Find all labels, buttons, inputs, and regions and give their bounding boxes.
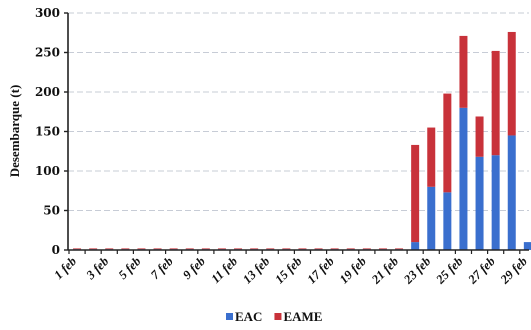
bar-eame bbox=[169, 248, 178, 250]
bar-eac bbox=[523, 242, 531, 250]
y-tick-label: 150 bbox=[35, 125, 60, 139]
bar-eame bbox=[266, 248, 275, 250]
x-tick-label: 9 feb bbox=[180, 254, 208, 282]
y-tick-label: 0 bbox=[52, 243, 60, 257]
bar-eame bbox=[282, 248, 291, 250]
y-tick-label: 100 bbox=[35, 164, 60, 178]
y-axis: 0 50 100 150 200 250 300 bbox=[35, 6, 69, 257]
y-tick-label: 200 bbox=[35, 85, 60, 99]
bar-eame bbox=[459, 35, 468, 108]
bar-eame bbox=[250, 248, 259, 250]
bar-eac bbox=[411, 242, 420, 250]
x-tick-label: 23 feb bbox=[400, 254, 433, 287]
bar-eame bbox=[89, 248, 98, 250]
bar-eame bbox=[411, 144, 420, 243]
legend-label-eac: EAC bbox=[235, 309, 262, 324]
bar-eame bbox=[362, 248, 371, 250]
x-axis: 1 feb 3 feb 5 feb 7 feb 9 feb 11 feb 13 feb 15 … bbox=[51, 249, 530, 287]
bar-eame bbox=[201, 248, 210, 250]
x-tick-label: 11 feb bbox=[208, 254, 240, 286]
x-tick-label: 19 feb bbox=[337, 254, 369, 286]
bar-eame bbox=[491, 50, 500, 156]
x-tick-label: 1 feb bbox=[51, 254, 79, 282]
bar-eame bbox=[314, 248, 323, 250]
bar-eac bbox=[475, 156, 484, 250]
bar-eame bbox=[443, 93, 452, 193]
bar-eac bbox=[427, 186, 436, 250]
bar-eame bbox=[234, 248, 243, 250]
bar-eac bbox=[507, 135, 516, 250]
bar-eame bbox=[298, 248, 307, 250]
y-tick-label: 300 bbox=[35, 6, 60, 20]
y-tick-label: 50 bbox=[43, 204, 60, 218]
bar-eame bbox=[395, 248, 404, 250]
legend-label-eame: EAME bbox=[283, 309, 322, 324]
bar-eac bbox=[459, 107, 468, 250]
bars bbox=[73, 31, 531, 250]
bar-eame bbox=[217, 248, 226, 250]
legend: EAC EAME bbox=[226, 309, 322, 324]
x-tick-label: 25 feb bbox=[433, 254, 466, 287]
x-tick-label: 5 feb bbox=[116, 254, 144, 282]
y-tick-label: 250 bbox=[35, 46, 60, 60]
bar-eame bbox=[378, 248, 387, 250]
legend-swatch-eac bbox=[226, 313, 233, 320]
bar-eame bbox=[185, 248, 194, 250]
bar-eame bbox=[346, 248, 355, 250]
bar-eame bbox=[330, 248, 339, 250]
gridlines bbox=[68, 12, 529, 211]
x-tick-label: 13 feb bbox=[240, 254, 272, 286]
y-axis-title: Desembarque (t) bbox=[7, 85, 22, 178]
bar-eame bbox=[105, 248, 114, 250]
x-tick-label: 15 feb bbox=[272, 254, 304, 286]
bar-eame bbox=[121, 248, 130, 250]
x-tick-label: 17 feb bbox=[305, 254, 337, 286]
bar-eac bbox=[491, 155, 500, 250]
x-tick-label: 21 feb bbox=[368, 254, 401, 287]
x-tick-label: 29 feb bbox=[497, 254, 530, 287]
bar-eame bbox=[137, 248, 146, 250]
bar-eame bbox=[427, 127, 436, 187]
legend-swatch-eame bbox=[274, 313, 282, 320]
bar-eame bbox=[507, 31, 516, 136]
bar-eame bbox=[475, 116, 484, 157]
x-tick-label: 7 feb bbox=[148, 254, 176, 282]
bar-eame bbox=[73, 248, 82, 250]
bar-eame bbox=[153, 248, 162, 250]
x-tick-label: 27 feb bbox=[465, 254, 498, 287]
bar-eac bbox=[443, 192, 452, 250]
x-tick-label: 3 feb bbox=[83, 254, 112, 283]
